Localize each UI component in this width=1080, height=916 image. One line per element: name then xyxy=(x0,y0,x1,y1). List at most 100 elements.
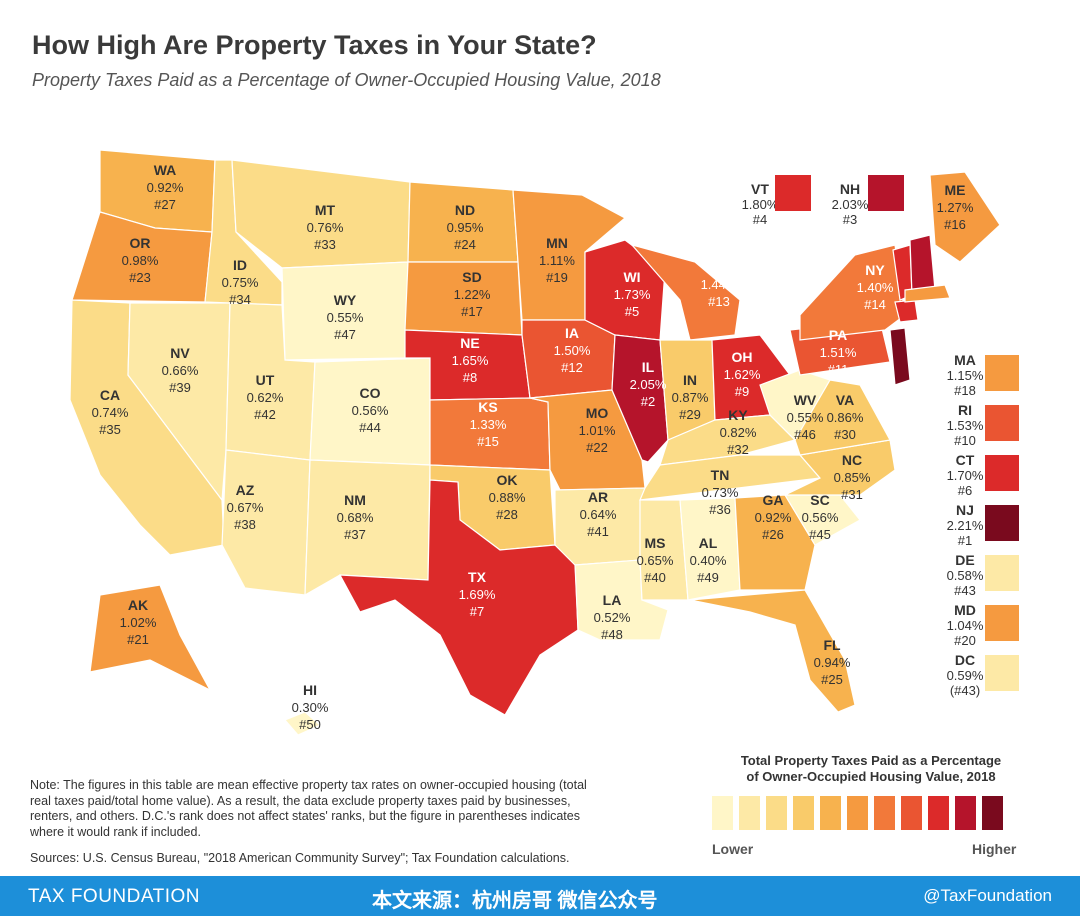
page-title: How High Are Property Taxes in Your Stat… xyxy=(32,30,597,60)
state-rate: 1.69% xyxy=(459,587,496,602)
state-code: KS xyxy=(478,399,497,415)
state-code: WA xyxy=(154,162,177,178)
state-label-ok: OK 0.88% #28 xyxy=(489,472,526,522)
callout-rank: #3 xyxy=(842,212,858,227)
state-rate: 0.98% xyxy=(122,253,159,268)
footer-brand: TAX FOUNDATION xyxy=(28,886,201,907)
state-ma xyxy=(904,284,951,303)
state-rate: 1.50% xyxy=(554,343,591,358)
state-code: AL xyxy=(699,535,718,551)
scale-swatch-6 xyxy=(847,796,868,830)
state-code: MO xyxy=(586,405,609,421)
state-code: CO xyxy=(360,385,381,401)
state-rate: 0.68% xyxy=(337,510,374,525)
scale-swatch-2 xyxy=(739,796,760,830)
state-code: CA xyxy=(100,387,120,403)
state-rate: 2.05% xyxy=(630,377,667,392)
state-wv xyxy=(759,369,831,441)
state-code: SD xyxy=(462,269,481,285)
state-rank: #42 xyxy=(254,407,276,422)
state-rank: #49 xyxy=(697,570,719,585)
state-rank: #50 xyxy=(299,717,321,732)
state-code: ID xyxy=(233,257,247,273)
state-rate: 0.86% xyxy=(827,410,864,425)
callout-rank: #43 xyxy=(954,583,976,598)
state-rate: 1.33% xyxy=(470,417,507,432)
scale-swatch-4 xyxy=(793,796,814,830)
state-label-ks: KS 1.33% #15 xyxy=(470,399,507,449)
state-code: ND xyxy=(455,202,475,218)
footnote: Note: The figures in this table are mean… xyxy=(30,778,587,839)
state-code: PA xyxy=(829,327,847,343)
state-rate: 1.11% xyxy=(539,253,575,268)
state-label-oh: OH 1.62% #9 xyxy=(724,349,761,399)
state-rate: 1.65% xyxy=(452,353,489,368)
page-subtitle: Property Taxes Paid as a Percentage of O… xyxy=(32,70,661,90)
state-code: WY xyxy=(334,292,357,308)
state-label-mn: MN 1.11% #19 xyxy=(539,235,575,285)
footer-source-note: 本文来源：杭州房哥 微信公众号 xyxy=(372,890,658,912)
state-rank: #44 xyxy=(359,420,381,435)
state-rank: #32 xyxy=(727,442,749,457)
state-rate: 0.67% xyxy=(227,500,264,515)
state-rank: #33 xyxy=(314,237,336,252)
callout-code: DC xyxy=(954,652,976,668)
state-rate: 1.22% xyxy=(454,287,491,302)
scale-swatch-7 xyxy=(874,796,895,830)
state-label-ca: CA 0.74% #35 xyxy=(92,387,129,437)
state-rank: #19 xyxy=(546,270,568,285)
state-label-or: OR 0.98% #23 xyxy=(122,235,159,285)
state-rank: #12 xyxy=(561,360,583,375)
state-code: OK xyxy=(497,472,518,488)
state-label-tx: TX 1.69% #7 xyxy=(459,569,496,619)
callout-rate: 1.15% xyxy=(946,368,984,383)
state-hi xyxy=(283,711,322,736)
state-code: NV xyxy=(170,345,190,361)
state-rank: #47 xyxy=(334,327,356,342)
state-code: ME xyxy=(945,182,966,198)
state-rank: #22 xyxy=(586,440,608,455)
callout-text: RI 1.53% #10 xyxy=(935,403,995,449)
callout-text: DE 0.58% #43 xyxy=(935,553,995,599)
state-rank: #25 xyxy=(821,672,843,687)
state-rate: 0.76% xyxy=(307,220,344,235)
state-rank: #26 xyxy=(762,527,784,542)
state-rank: #48 xyxy=(601,627,623,642)
state-rate: 1.62% xyxy=(724,367,761,382)
state-label-wa: WA 0.92% #27 xyxy=(147,162,184,212)
state-rate: 1.40% xyxy=(857,280,894,295)
us-property-tax-map: WA 0.92% #27 OR 0.98% #23 CA 0.74% #35 NV 0.66% #39… xyxy=(69,149,1001,736)
callout-swatch xyxy=(985,655,1019,691)
callout-swatch xyxy=(985,555,1019,591)
state-label-mt: MT 0.76% #33 xyxy=(307,202,344,252)
state-rate: 0.55% xyxy=(327,310,364,325)
callout-text: CT 1.70% #6 xyxy=(935,453,995,499)
state-label-id: ID 0.75% #34 xyxy=(222,257,259,307)
state-rank: #34 xyxy=(229,292,251,307)
footer-bar: TAX FOUNDATION 本文来源：杭州房哥 微信公众号 @TaxFound… xyxy=(0,876,1080,916)
callout-rate: 2.21% xyxy=(946,518,984,533)
state-label-wi: WI 1.73% #5 xyxy=(614,269,651,319)
state-rank: #15 xyxy=(477,434,499,449)
footer-handle: @TaxFoundation xyxy=(923,886,1052,905)
scale-swatch-10 xyxy=(955,796,976,830)
state-label-ia: IA 1.50% #12 xyxy=(554,325,591,375)
state-rank: #41 xyxy=(587,524,609,539)
state-rate: 0.94% xyxy=(814,655,851,670)
state-rate: 0.75% xyxy=(222,275,259,290)
callout-rate: 0.59% xyxy=(946,668,984,683)
state-code: MS xyxy=(645,535,666,551)
state-label-ar: AR 0.64% #41 xyxy=(580,489,617,539)
state-label-mi: MI 1.44% #13 xyxy=(701,259,738,309)
state-ga xyxy=(734,494,816,591)
state-rate: 0.87% xyxy=(672,390,709,405)
state-label-nm: NM 0.68% #37 xyxy=(337,492,374,542)
state-rank: #9 xyxy=(735,384,749,399)
state-code: TN xyxy=(711,467,730,483)
state-label-ny: NY 1.40% #14 xyxy=(857,262,894,312)
callout-swatch xyxy=(985,455,1019,491)
callout-rate: 1.80% xyxy=(741,197,779,212)
state-label-hi: HI 0.30% #50 xyxy=(292,682,329,732)
state-code: FL xyxy=(823,637,841,653)
state-rank: #40 xyxy=(644,570,666,585)
